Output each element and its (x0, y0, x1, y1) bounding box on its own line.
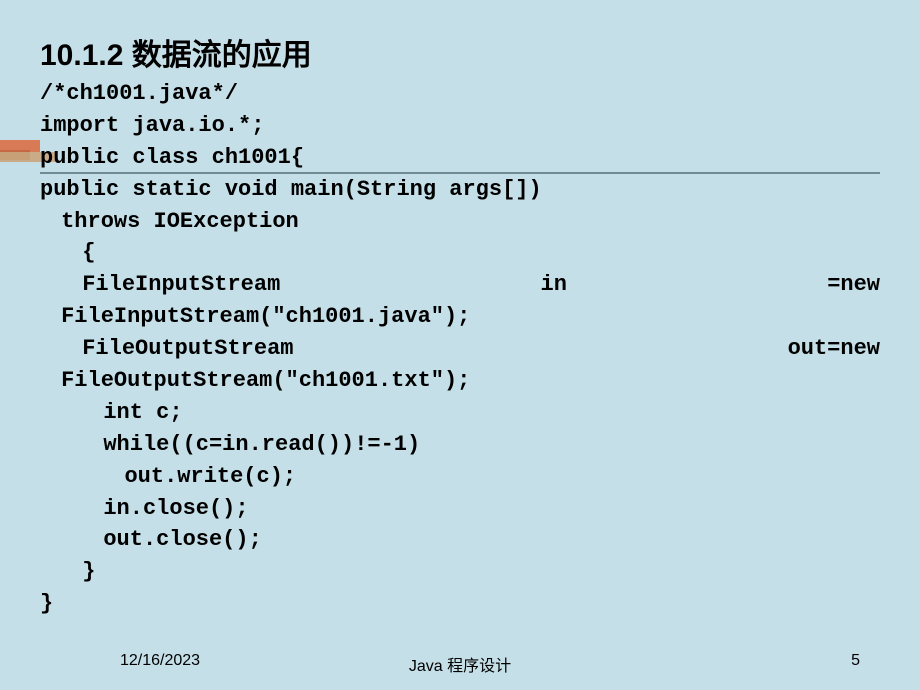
code-line: out.close(); (40, 524, 880, 556)
footer-date: 12/16/2023 (120, 652, 200, 670)
code-line: FileOutputStream out=new (40, 333, 880, 365)
slide-footer: 12/16/2023 Java 程序设计 5 (0, 652, 920, 670)
code-line: { (40, 237, 880, 269)
code-line: import java.io.*; (40, 110, 880, 142)
footer-title: Java 程序设计 (409, 652, 511, 676)
slide-content: 10.1.2 数据流的应用 /*ch1001.java*/ import jav… (40, 30, 880, 620)
code-token: =new (827, 269, 880, 301)
code-line: } (40, 556, 880, 588)
code-token: out=new (788, 333, 880, 365)
code-line: out.write(c); (40, 461, 880, 493)
code-line: } (40, 588, 880, 620)
code-line: public class ch1001{ (40, 142, 880, 174)
code-line: while((c=in.read())!=-1) (40, 429, 880, 461)
code-line: int c; (40, 397, 880, 429)
code-token: FileInputStream (82, 269, 280, 301)
code-token: in (541, 269, 567, 301)
footer-page: 5 (851, 652, 860, 670)
code-line: FileInputStream("ch1001.java"); (40, 301, 880, 333)
code-line: FileOutputStream("ch1001.txt"); (40, 365, 880, 397)
code-line: FileInputStream in =new (40, 269, 880, 301)
section-heading: 10.1.2 数据流的应用 (40, 30, 880, 74)
code-token: FileOutputStream (82, 333, 293, 365)
code-line: /*ch1001.java*/ (40, 78, 880, 110)
code-line: throws IOException (40, 206, 880, 238)
slide-container: 10.1.2 数据流的应用 /*ch1001.java*/ import jav… (0, 0, 920, 690)
code-line: in.close(); (40, 493, 880, 525)
code-line: public static void main(String args[]) (40, 174, 880, 206)
